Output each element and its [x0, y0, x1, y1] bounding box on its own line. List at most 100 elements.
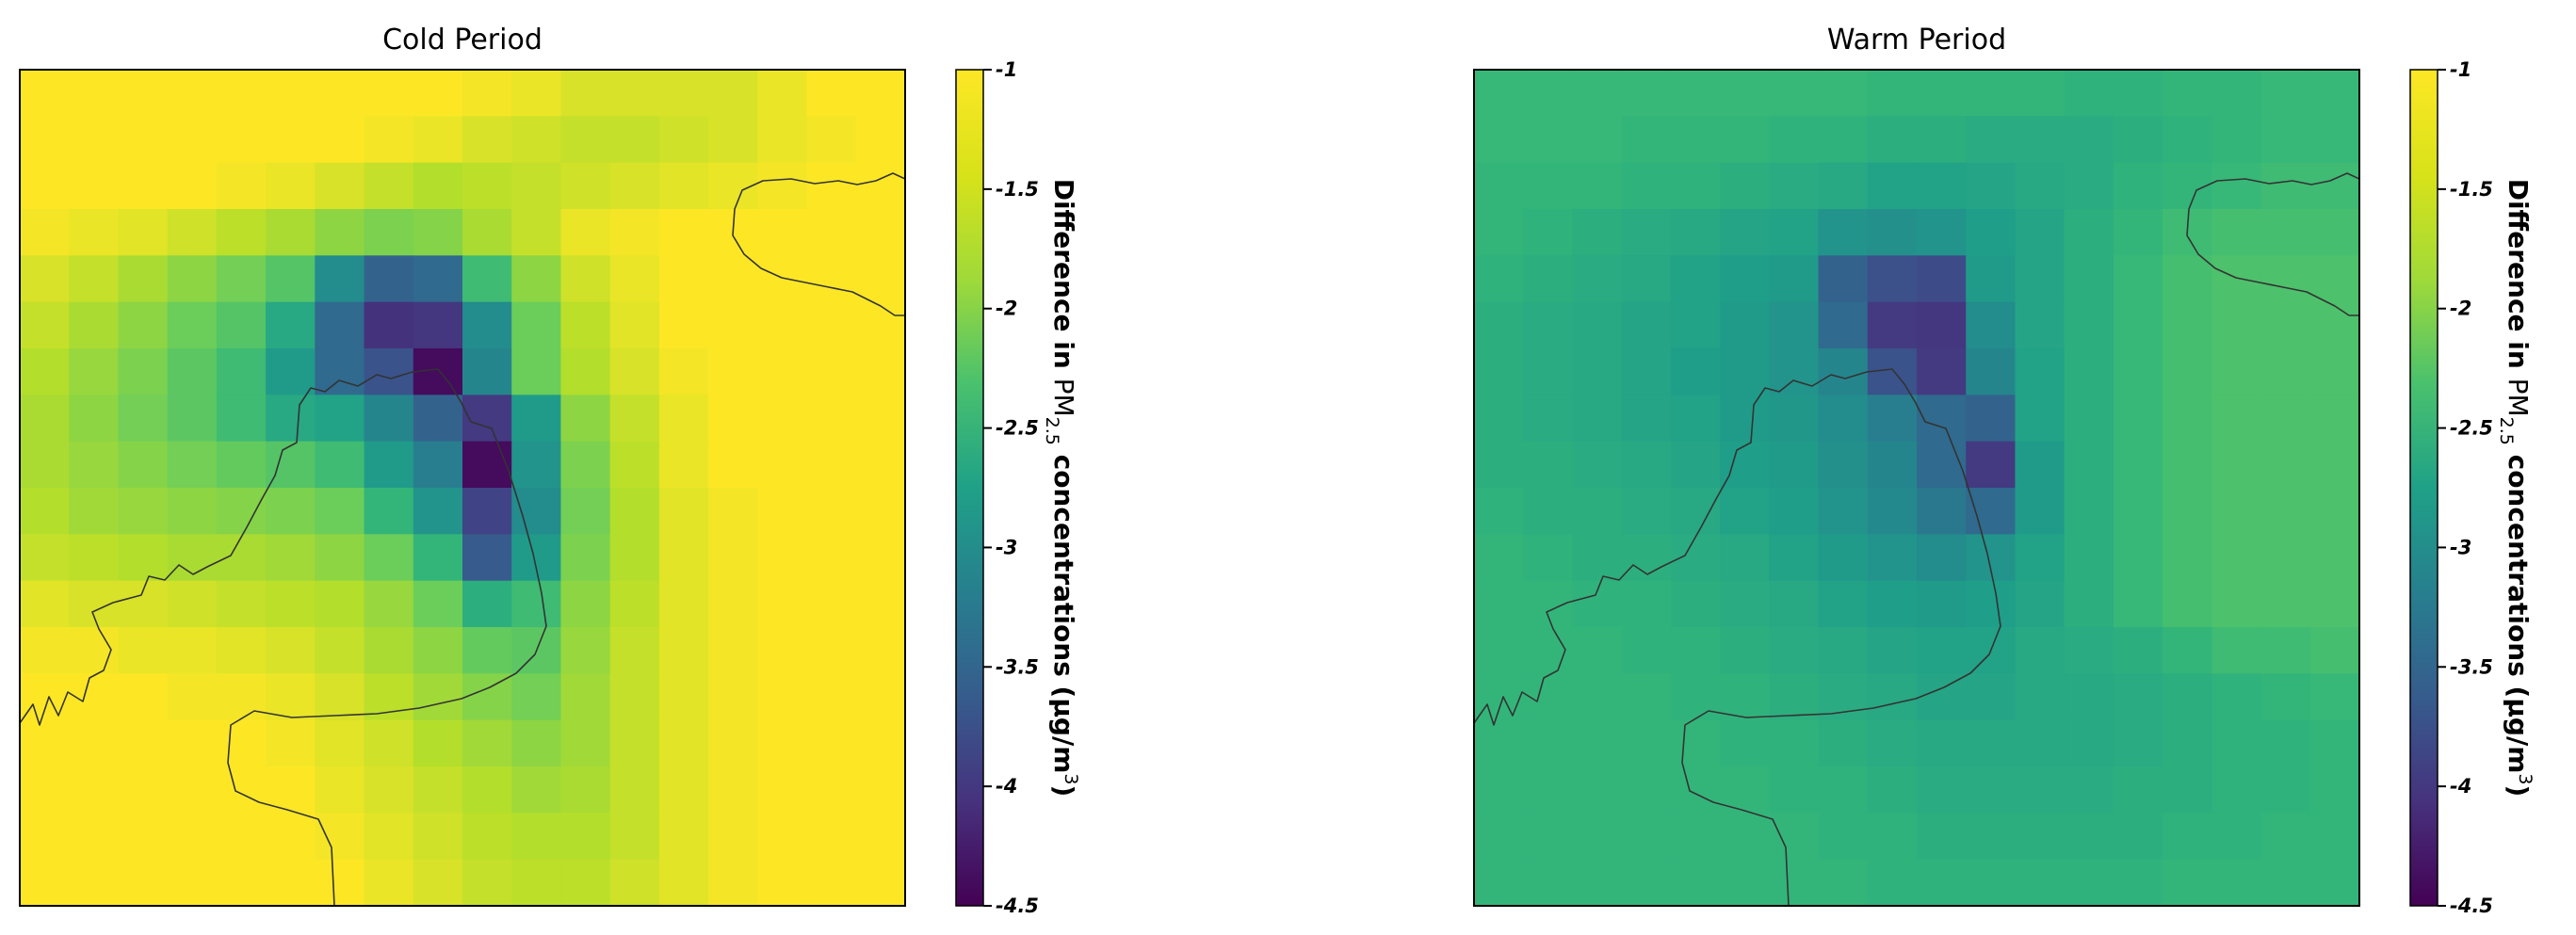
- heatmap-cell: [1720, 859, 1770, 906]
- heatmap-cell: [315, 534, 365, 582]
- heatmap-cell: [1474, 255, 1524, 303]
- heatmap-cell: [1572, 255, 1623, 303]
- heatmap-cell: [462, 255, 512, 303]
- colorbar: [2409, 69, 2438, 907]
- heatmap-cell: [315, 580, 365, 628]
- colorbar: [955, 69, 984, 907]
- heatmap-cell: [658, 580, 709, 628]
- heatmap-cell: [1523, 348, 1574, 395]
- heatmap-cell: [69, 813, 120, 861]
- heatmap-cell: [1670, 116, 1721, 164]
- heatmap-cell: [1621, 719, 1672, 767]
- heatmap-cell: [69, 116, 120, 164]
- heatmap-cell: [757, 70, 808, 117]
- heatmap-cell: [708, 116, 758, 164]
- heatmap-cell: [2211, 209, 2262, 256]
- heatmap-cell: [167, 766, 218, 814]
- colorbar-tick-label: -2: [2450, 298, 2471, 320]
- heatmap-cell: [2064, 859, 2114, 906]
- heatmap-cell: [1917, 116, 1967, 164]
- heatmap-cell: [560, 395, 611, 443]
- heatmap-cell: [708, 70, 758, 117]
- heatmap-cell: [1523, 116, 1574, 164]
- heatmap-cell: [2163, 255, 2212, 303]
- heatmap-cell: [708, 534, 758, 582]
- heatmap-cell: [1572, 534, 1623, 582]
- heatmap-cell: [708, 301, 758, 349]
- heatmap-cell: [2211, 580, 2262, 628]
- heatmap-cell: [806, 719, 857, 767]
- heatmap-cell: [462, 719, 512, 767]
- heatmap-cell: [757, 116, 808, 164]
- heatmap-cell: [1670, 441, 1721, 489]
- heatmap-cell: [560, 116, 611, 164]
- heatmap-cell: [364, 116, 414, 164]
- heatmap-cell: [658, 348, 709, 395]
- heatmap-cell: [364, 766, 414, 814]
- heatmap-cell: [2064, 70, 2114, 117]
- heatmap-cell: [118, 116, 169, 164]
- heatmap-cell: [167, 859, 218, 906]
- heatmap-cell: [462, 766, 512, 814]
- heatmap-cell: [609, 162, 660, 210]
- heatmap-cell: [2064, 719, 2114, 767]
- heatmap-cell: [2015, 580, 2066, 628]
- heatmap-cell: [2260, 580, 2311, 628]
- heatmap-cell: [118, 627, 169, 674]
- heatmap-cell: [1523, 859, 1574, 906]
- heatmap-cell: [2163, 441, 2212, 489]
- heatmap-cell: [855, 534, 905, 582]
- heatmap-cell: [855, 395, 905, 443]
- heatmap-cell: [1818, 627, 1869, 674]
- heatmap-cell: [167, 719, 218, 767]
- heatmap-cell: [2309, 488, 2359, 535]
- heatmap-cell: [1769, 348, 1820, 395]
- heatmap-cell: [1572, 209, 1623, 256]
- heatmap-cell: [757, 580, 808, 628]
- heatmap-cell: [2015, 719, 2066, 767]
- heatmap-cell: [2260, 301, 2311, 349]
- heatmap-cell: [2113, 859, 2163, 906]
- heatmap-cell: [2211, 441, 2262, 489]
- heatmap-cell: [1670, 301, 1721, 349]
- heatmap-cell: [315, 162, 365, 210]
- heatmap-cell: [2309, 70, 2359, 117]
- heatmap-cell: [118, 766, 169, 814]
- heatmap-cell: [806, 70, 857, 117]
- heatmap-cell: [1720, 488, 1770, 535]
- heatmap-cell: [1670, 534, 1721, 582]
- heatmap-cell: [364, 859, 414, 906]
- heatmap-cell: [1917, 488, 1967, 535]
- heatmap-cell: [855, 627, 905, 674]
- heatmap-cell: [2064, 441, 2114, 489]
- heatmap-cell: [806, 395, 857, 443]
- colorbar-tick-label: -2.5: [2450, 417, 2493, 440]
- heatmap-cell: [1818, 348, 1869, 395]
- heatmap-cell: [2015, 627, 2066, 674]
- heatmap-cell: [1621, 488, 1672, 535]
- colorbar-tick-label: -3: [996, 536, 1017, 558]
- heatmap-cell: [757, 348, 808, 395]
- heatmap-cell: [1621, 348, 1672, 395]
- heatmap-cell: [2015, 673, 2066, 721]
- heatmap-cell: [708, 813, 758, 861]
- heatmap-cell: [757, 301, 808, 349]
- heatmap-cell: [1621, 813, 1672, 861]
- heatmap-cell: [2113, 395, 2163, 443]
- heatmap-cell: [609, 813, 660, 861]
- heatmap-cell: [1670, 348, 1721, 395]
- heatmap-cell: [1572, 580, 1623, 628]
- heatmap-cell: [413, 534, 463, 582]
- heatmap-cell: [2309, 627, 2359, 674]
- heatmap-cell: [757, 719, 808, 767]
- heatmap-cell: [855, 859, 905, 906]
- heatmap-cell: [462, 209, 512, 256]
- heatmap-cell: [167, 209, 218, 256]
- heatmap-cell: [2260, 116, 2311, 164]
- heatmap-cell: [1769, 301, 1820, 349]
- heatmap-cell: [511, 70, 562, 117]
- heatmap-cell: [757, 534, 808, 582]
- heatmap-cell: [560, 162, 611, 210]
- heatmap-cell: [609, 395, 660, 443]
